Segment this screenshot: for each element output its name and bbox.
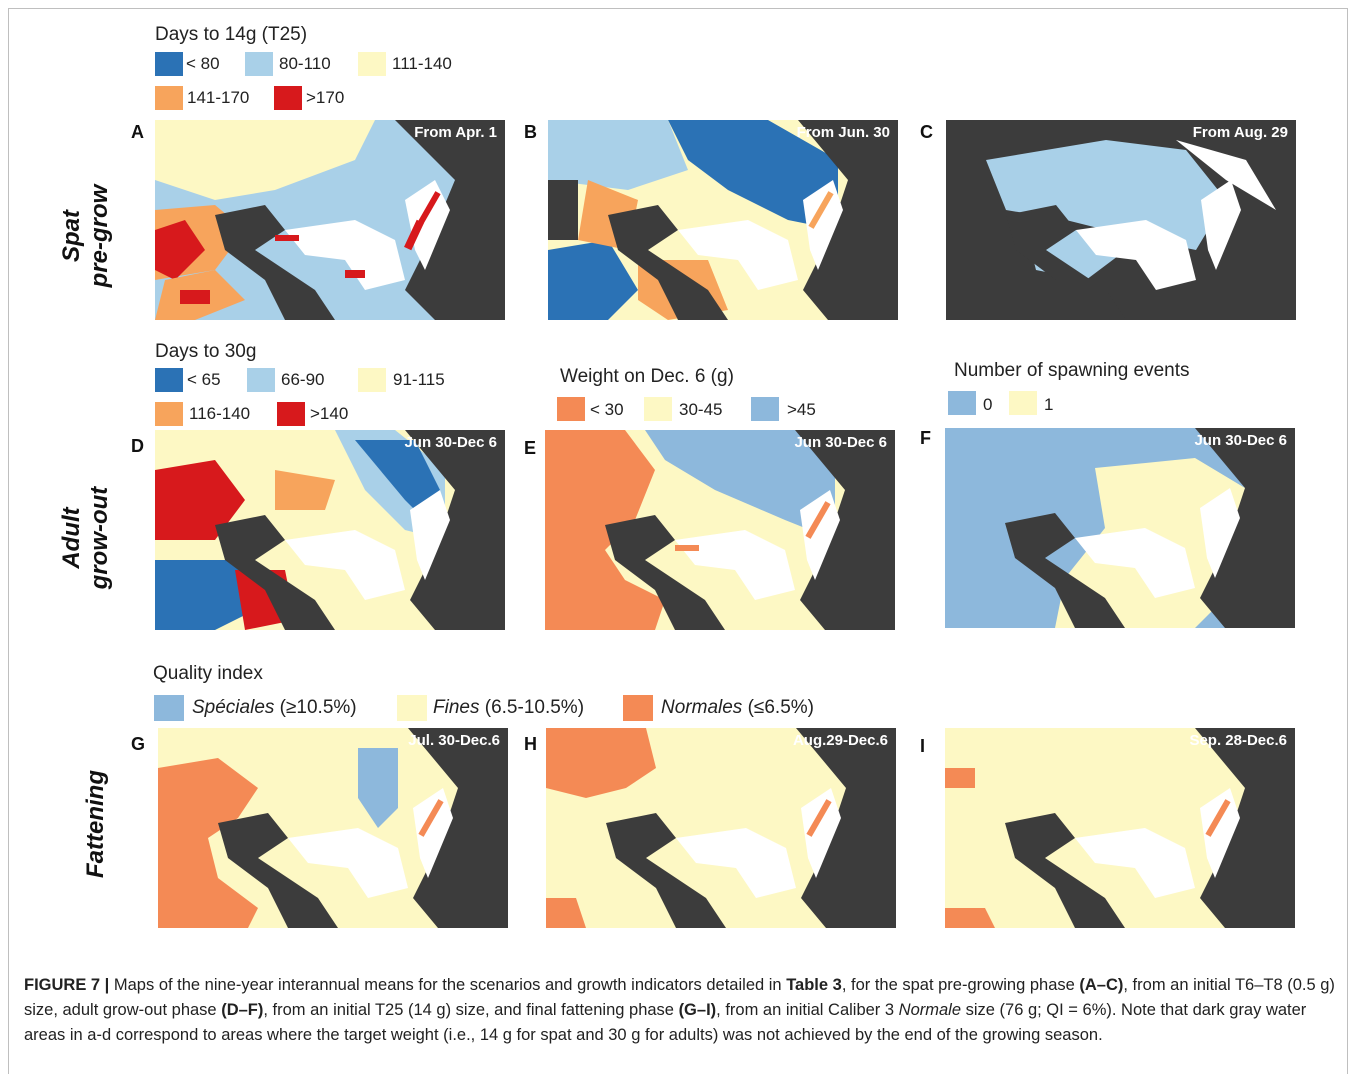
panel-label: Jun 30-Dec 6 bbox=[794, 434, 887, 451]
map-panel-a: From Apr. 1 bbox=[155, 120, 505, 320]
row-label-spat: Spat pre-grow bbox=[58, 184, 113, 288]
legend-label: 111-140 bbox=[392, 54, 452, 73]
legend-swatch bbox=[155, 402, 183, 426]
panel-label: Jun 30-Dec 6 bbox=[404, 434, 497, 451]
panel-label: From Jun. 30 bbox=[796, 124, 890, 141]
panel-letter: G bbox=[131, 734, 146, 754]
legend-quality-title: Quality index bbox=[153, 663, 263, 684]
legend-label: Normales (≤6.5%) bbox=[661, 697, 814, 718]
legend-swatch bbox=[247, 368, 275, 392]
legend-weight-title: Weight on Dec. 6 (g) bbox=[560, 366, 734, 387]
legend-label: 0 bbox=[983, 395, 993, 414]
figure-frame bbox=[8, 8, 1348, 1074]
legend-swatch bbox=[155, 86, 183, 110]
panel-letter: B bbox=[524, 122, 537, 142]
legend-label: 141-170 bbox=[187, 88, 250, 107]
panel-letter: H bbox=[524, 734, 537, 754]
legend-label: Spéciales (≥10.5%) bbox=[192, 697, 357, 718]
legend-swatch bbox=[623, 695, 653, 721]
legend-label: 116-140 bbox=[189, 404, 251, 423]
legend-swatch bbox=[274, 86, 302, 110]
legend-swatch bbox=[358, 52, 386, 76]
row-label-fattening: Fattening bbox=[82, 770, 109, 878]
legend-swatch bbox=[154, 695, 184, 721]
panel-label: From Apr. 1 bbox=[414, 124, 497, 141]
legend-days30-title: Days to 30g bbox=[155, 341, 257, 362]
map-panel-f: Jun 30-Dec 6 bbox=[945, 428, 1295, 628]
panel-label: Jun 30-Dec 6 bbox=[1194, 432, 1287, 449]
legend-label: 91-115 bbox=[393, 370, 445, 389]
legend-spawning-title: Number of spawning events bbox=[954, 360, 1190, 381]
legend-label: Fines (6.5-10.5%) bbox=[433, 697, 585, 718]
legend-swatch bbox=[948, 391, 976, 415]
legend-swatch bbox=[397, 695, 427, 721]
legend-label: < 80 bbox=[186, 54, 220, 73]
legend-label: < 65 bbox=[187, 370, 221, 389]
row-label-adult: Adult grow-out bbox=[58, 486, 113, 590]
legend-swatch bbox=[1009, 391, 1037, 415]
legend-label: >45 bbox=[787, 400, 816, 419]
legend-label: >170 bbox=[306, 88, 345, 107]
legend-label: 1 bbox=[1044, 395, 1054, 414]
legend-swatch bbox=[277, 402, 305, 426]
legend-days14-title: Days to 14g (T25) bbox=[155, 24, 308, 45]
legend-swatch bbox=[358, 368, 386, 392]
legend-label: 80-110 bbox=[279, 54, 331, 73]
panel-letter: A bbox=[131, 122, 144, 142]
legend-swatch bbox=[155, 368, 183, 392]
map-panel-c: From Aug. 29 bbox=[946, 120, 1296, 320]
figure-caption: FIGURE 7 | Maps of the nine-year interan… bbox=[24, 976, 1335, 1044]
legend-label: 66-90 bbox=[281, 370, 325, 389]
map-panel-b: From Jun. 30 bbox=[548, 120, 898, 320]
legend-swatch bbox=[557, 397, 585, 421]
legend-label: >140 bbox=[310, 404, 349, 423]
map-panel-g: Jul. 30-Dec.6 bbox=[158, 728, 508, 928]
legend-swatch bbox=[245, 52, 273, 76]
legend-label: < 30 bbox=[590, 400, 624, 419]
panel-letter: D bbox=[131, 436, 144, 456]
panel-letter: C bbox=[920, 122, 933, 142]
legend-swatch bbox=[644, 397, 672, 421]
map-panel-e: Jun 30-Dec 6 bbox=[545, 430, 895, 630]
map-panel-h: Aug.29-Dec.6 bbox=[546, 728, 896, 928]
panel-letter: E bbox=[524, 438, 537, 458]
panel-label: From Aug. 29 bbox=[1192, 124, 1288, 141]
map-panel-d: Jun 30-Dec 6 bbox=[155, 430, 505, 630]
map-panel-i: Sep. 28-Dec.6 bbox=[945, 728, 1295, 928]
panel-label: Sep. 28-Dec.6 bbox=[1189, 732, 1287, 749]
panel-letter: F bbox=[920, 428, 931, 448]
panel-letter: I bbox=[920, 736, 926, 756]
panel-label: Aug.29-Dec.6 bbox=[792, 732, 888, 749]
legend-swatch bbox=[751, 397, 779, 421]
legend-swatch bbox=[155, 52, 183, 76]
panel-label: Jul. 30-Dec.6 bbox=[408, 732, 500, 749]
legend-label: 30-45 bbox=[679, 400, 723, 419]
